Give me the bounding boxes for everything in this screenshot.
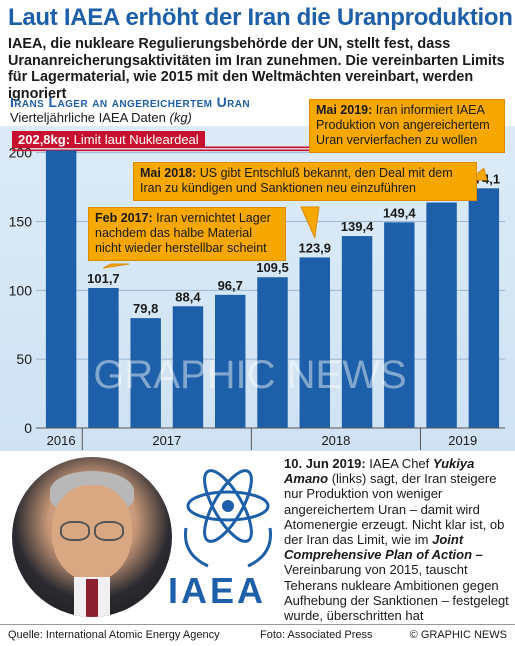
x-tick-label: 2016	[47, 433, 76, 448]
chart-unit-label: (kg)	[169, 110, 192, 125]
atom-icon	[183, 469, 273, 568]
bar	[468, 188, 500, 428]
story-text: 10. Jun 2019: IAEA Chef Yukiya Amano (li…	[284, 456, 510, 623]
bar	[130, 318, 161, 428]
annotation-pointer	[300, 206, 320, 240]
bar	[299, 257, 330, 428]
limit-text: Limit laut Nukleardeal	[73, 132, 199, 147]
story-part2: Vereinbarung von 2015, tauscht Teherans …	[284, 562, 509, 624]
bar-value-label: 79,8	[133, 301, 158, 316]
chart-subtitle-text: Vierteljährliche IAEA Daten	[10, 110, 166, 125]
x-tick-label: 2017	[152, 433, 181, 448]
annotation-text: US gibt Entschluß bekannt, den Deal mit …	[140, 166, 453, 195]
bar	[45, 150, 77, 428]
annotation-date: Feb 2017:	[95, 211, 153, 225]
annotation-text: Iran informiert IAEA Produktion von ange…	[316, 103, 490, 147]
watermark: GRAPHIC NEWS	[93, 353, 406, 397]
iaea-logo: IAEA	[168, 570, 267, 611]
story-date: 10. Jun 2019:	[284, 456, 366, 471]
bar	[88, 287, 119, 428]
chart-subtitle: Vierteljährliche IAEA Daten (kg)	[10, 110, 192, 125]
y-tick-label: 150	[9, 213, 33, 229]
bar-value-label: 88,4	[175, 289, 201, 304]
annotation-mai-2019: Mai 2019: Iran informiert IAEA Produktio…	[309, 99, 505, 153]
bar-value-label: 123,9	[298, 240, 331, 255]
footer-photo-credit: Foto: Associated Press	[260, 629, 373, 641]
chart-title: Irans Lager an angereichertem Uran	[10, 94, 251, 110]
photo-yukiya-amano	[12, 457, 172, 617]
footer-copyright: © GRAPHIC NEWS	[409, 629, 507, 641]
story-lead: IAEA Chef	[369, 456, 430, 471]
bar-value-label: 139,4	[341, 219, 374, 234]
page-subtitle: IAEA, die nukleare Regulierungsbehörde d…	[8, 36, 505, 102]
bar	[384, 222, 415, 428]
annotation-pointer	[103, 263, 130, 269]
annotation-date: Mai 2019:	[316, 103, 373, 117]
page-title: Laut IAEA erhöht der Iran die Uranproduk…	[8, 4, 513, 31]
annotation-date: Mai 2018:	[140, 166, 197, 180]
y-tick-label: 200	[9, 145, 33, 161]
limit-value: 202,8kg:	[18, 132, 71, 147]
bar	[341, 236, 373, 428]
annotation-mai-2018: Mai 2018: US gibt Entschluß bekannt, den…	[133, 162, 477, 201]
story-part1: (links) sagt, der Iran steigere nur Prod…	[284, 471, 505, 548]
x-tick-label: 2018	[321, 433, 350, 448]
y-tick-label: 100	[9, 282, 33, 298]
story-plan: Joint Comprehensive Plan of Action –	[284, 532, 483, 563]
y-tick-label: 0	[24, 420, 32, 436]
bar-chart: 050100150200201,6101,779,888,496,7109,51…	[9, 133, 505, 450]
y-tick-label: 50	[16, 351, 32, 367]
bar-value-label: 149,4	[383, 205, 416, 220]
bar	[426, 202, 457, 428]
annotation-feb-2017: Feb 2017: Iran vernichtet Lager nachdem …	[88, 207, 286, 261]
footer-source: Quelle: International Atomic Energy Agen…	[8, 629, 220, 641]
bar	[215, 294, 246, 428]
bar-value-label: 109,5	[256, 260, 289, 275]
x-tick-label: 2019	[448, 433, 477, 448]
bar	[172, 306, 204, 428]
annotation-text: Iran vernichtet Lager nachdem das halbe …	[95, 211, 271, 255]
limit-label: 202,8kg: Limit laut Nukleardeal	[12, 131, 205, 148]
story-name: Yukiya Amano	[284, 456, 475, 487]
bar-value-label: 96,7	[218, 278, 243, 293]
footer: Quelle: International Atomic Energy Agen…	[0, 624, 515, 646]
bar-value-label: 101,7	[87, 271, 120, 286]
bar	[257, 277, 288, 428]
